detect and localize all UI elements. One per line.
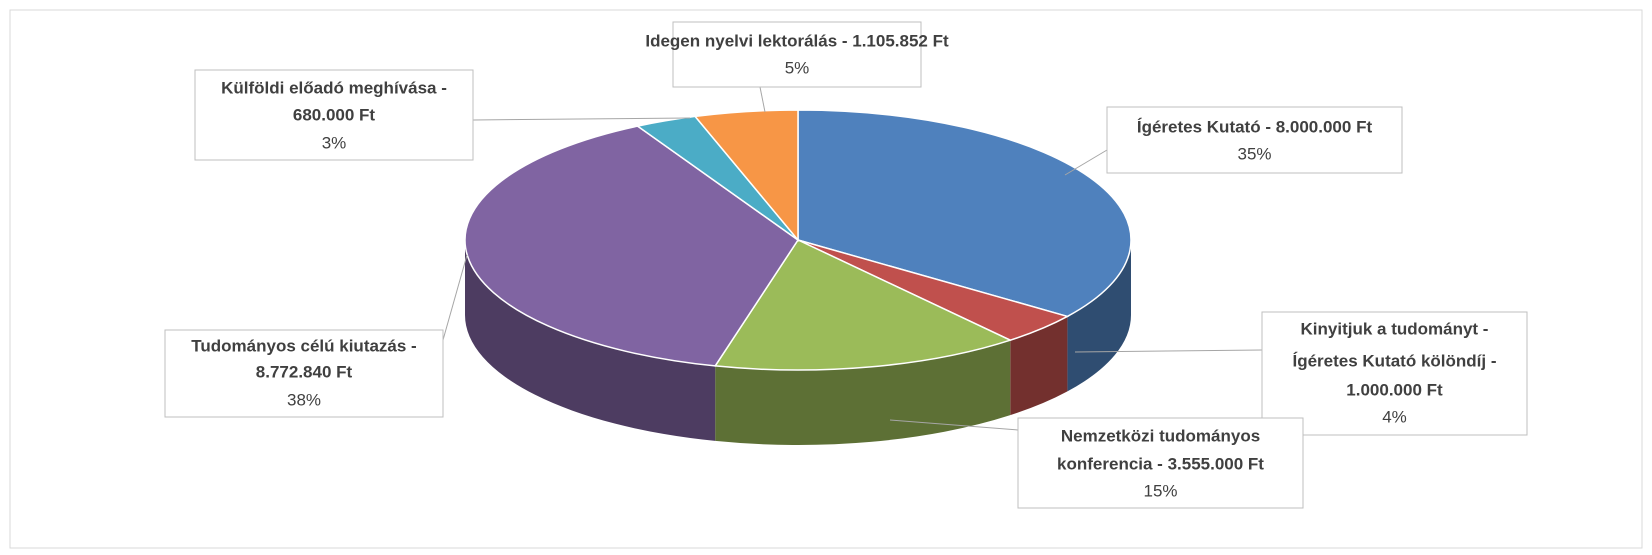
- leader-line: [442, 254, 468, 341]
- slice-label: 1.000.000 Ft: [1346, 380, 1443, 399]
- slice-label: Nemzetközi tudományos: [1061, 426, 1260, 445]
- pie-slice: [464, 125, 800, 367]
- value-label: 15%: [1143, 481, 1177, 500]
- label-box: [672, 21, 922, 88]
- label-box: [194, 69, 474, 161]
- value-label: 5%: [785, 58, 810, 77]
- leader-line: [1074, 349, 1263, 353]
- pie-wall: [1067, 240, 1131, 392]
- label-box: [164, 329, 444, 418]
- slice-label: Tudományos célú kiutazás -: [191, 336, 416, 355]
- label-box: [1261, 311, 1528, 436]
- value-label: 3%: [322, 133, 347, 152]
- pie-wall: [715, 340, 1011, 446]
- leader-line: [1064, 149, 1108, 176]
- leader-line: [889, 419, 1019, 431]
- slice-label: 680.000 Ft: [293, 105, 376, 124]
- pie-slice: [693, 109, 799, 243]
- slice-label: Kinyitjuk a tudományt -: [1301, 319, 1489, 338]
- slice-label: konferencia - 3.555.000 Ft: [1057, 454, 1264, 473]
- value-label: 35%: [1237, 144, 1271, 163]
- slice-label: Idegen nyelvi lektorálás - 1.105.852 Ft: [645, 31, 949, 50]
- slice-label: Ígéretes Kutató kölöndíj -: [1292, 351, 1496, 370]
- slice-label: Külföldi előadó meghívása -: [221, 78, 447, 97]
- value-label: 38%: [287, 390, 321, 409]
- leader-line: [759, 86, 766, 113]
- label-box: [1017, 417, 1304, 509]
- label-box: [1106, 106, 1403, 174]
- pie-wall: [465, 240, 716, 441]
- pie-slice: [713, 239, 1013, 371]
- slice-label: 8.772.840 Ft: [256, 362, 353, 381]
- pie-wall: [1010, 316, 1068, 416]
- leader-line: [472, 117, 691, 121]
- pie-slice: [797, 109, 1132, 318]
- value-label: 4%: [1382, 407, 1407, 426]
- slice-label: Ígéretes Kutató - 8.000.000 Ft: [1137, 117, 1373, 136]
